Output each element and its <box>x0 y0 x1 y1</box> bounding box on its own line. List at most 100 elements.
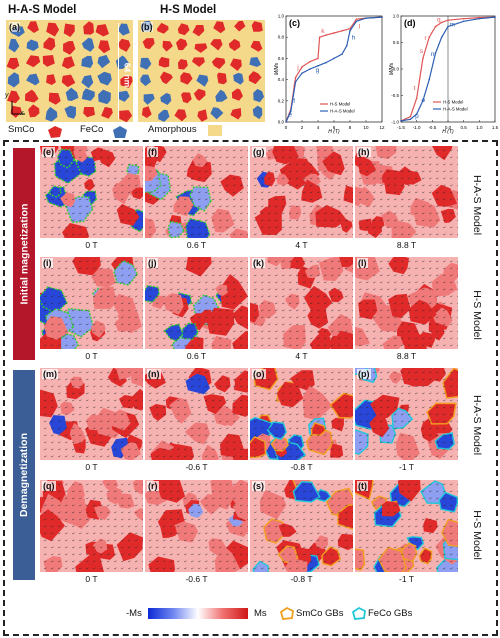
data-point <box>333 57 335 60</box>
data-point <box>290 110 292 113</box>
data-point <box>309 68 311 70</box>
data-point <box>434 25 437 28</box>
axes-indicator <box>9 98 29 118</box>
chart-panel-label: (d) <box>404 18 416 28</box>
x-tick-label: 8 <box>349 125 352 130</box>
x-tick-label: -1.5 <box>397 125 405 130</box>
simulation-panel <box>40 146 143 238</box>
microstructure-hs <box>138 19 266 124</box>
point-annotation: m <box>450 22 455 29</box>
simulation-panel <box>145 257 248 349</box>
data-point <box>400 120 402 122</box>
field-caption: 4 T <box>295 351 308 361</box>
data-point <box>434 52 437 54</box>
feco-gb-label: FeCo GBs <box>368 608 413 619</box>
axis-x-label: x <box>20 110 24 117</box>
point-annotation: n <box>431 51 435 58</box>
y-tick-label: 0.4 <box>278 77 285 82</box>
x-tick-label: 0 <box>285 125 288 130</box>
legend-smco-label: SmCo <box>8 124 35 135</box>
data-point <box>318 36 321 38</box>
sidebar-demag-label: Demagnetization <box>18 432 31 518</box>
y-tick-label: 0.0 <box>393 67 400 72</box>
row-label-e-text: H-A-S Model <box>471 174 484 236</box>
field-caption: 0 T <box>85 240 98 250</box>
data-point <box>341 53 343 55</box>
legend-feco-swatch <box>113 125 127 143</box>
point-annotation: t <box>414 85 416 92</box>
x-tick-label: 2 <box>301 125 304 130</box>
simulation-panel <box>250 480 353 572</box>
data-point <box>365 17 367 19</box>
data-point <box>294 76 297 79</box>
colorbar <box>148 608 248 619</box>
simulation-panel <box>355 146 458 238</box>
panel-label-a: (a) <box>9 22 20 32</box>
x-axis-label: H (T) <box>328 129 340 135</box>
data-point <box>381 16 383 18</box>
point-annotation: g <box>316 67 320 74</box>
data-point <box>428 36 430 38</box>
y-tick-label: 0.5 <box>393 40 400 45</box>
y-tick-label: 0.2 <box>278 98 285 103</box>
panel-label: (o) <box>252 369 266 379</box>
data-point <box>346 44 348 47</box>
point-annotation: l <box>359 24 361 31</box>
legend-smco-swatch <box>48 125 62 143</box>
x-tick-label: 0.0 <box>445 125 452 130</box>
colorbar-max-label: Ms <box>254 608 267 619</box>
data-point <box>325 61 327 64</box>
y-tick-label: 0.0 <box>278 120 285 125</box>
data-point <box>415 97 418 99</box>
data-point <box>428 78 430 81</box>
simulation-panel <box>145 368 248 460</box>
data-point <box>447 19 449 22</box>
data-point <box>301 72 303 75</box>
data-point <box>294 80 297 83</box>
simulation-panel <box>250 146 353 238</box>
simulation-panel <box>355 257 458 349</box>
point-annotation: s <box>420 48 424 55</box>
data-point <box>349 30 351 32</box>
legend-amorphous-label: Amorphous <box>148 124 197 135</box>
row-label-q-text: H-S Model <box>471 510 484 560</box>
data-point <box>494 16 496 18</box>
x-tick-label: 0.5 <box>461 125 468 130</box>
panel-label: (n) <box>147 369 161 379</box>
x-axis-label: H (T) <box>442 129 454 135</box>
point-annotation: h <box>352 34 356 41</box>
x-tick-label: -1.0 <box>413 125 421 130</box>
panel-label: (t) <box>357 481 368 491</box>
chart-c: (c) 0 2 4 6 8 10 12 0.0 0.2 0.4 0.6 0.8 1.0 H (T) M/Ms H… <box>270 6 385 136</box>
row-label-m: H-A-S Model <box>466 380 488 470</box>
field-caption: 0 T <box>85 462 98 472</box>
point-annotation: e <box>288 112 292 119</box>
data-point <box>415 113 418 115</box>
field-caption: 4 T <box>295 240 308 250</box>
field-caption: 0.6 T <box>186 351 207 361</box>
data-point <box>317 57 319 60</box>
data-point <box>478 17 481 20</box>
simulation-panel <box>40 480 143 572</box>
sidebar-initial-magnetization: Initial magnetization <box>13 148 35 360</box>
x-tick-label: 4 <box>317 125 320 130</box>
x-tick-label: 10 <box>363 125 369 130</box>
data-point <box>341 30 343 32</box>
data-point <box>462 17 465 20</box>
legend-entry: H-S Model <box>330 102 350 107</box>
field-caption: -0.6 T <box>185 574 208 584</box>
field-caption: 0 T <box>85 574 98 584</box>
data-point <box>325 34 327 36</box>
field-caption: 0 T <box>85 351 98 361</box>
point-annotation: f <box>293 98 295 105</box>
data-point <box>301 66 303 68</box>
simulation-panel <box>40 368 143 460</box>
simulation-panel <box>250 368 353 460</box>
series-line <box>285 16 383 123</box>
simulation-panel <box>145 480 248 572</box>
point-annotation: p <box>415 113 419 120</box>
field-caption: -0.8 T <box>290 462 313 472</box>
data-point <box>355 18 358 20</box>
y-tick-label: -1.0 <box>391 120 399 125</box>
y-tick-label: 0.8 <box>278 35 285 40</box>
